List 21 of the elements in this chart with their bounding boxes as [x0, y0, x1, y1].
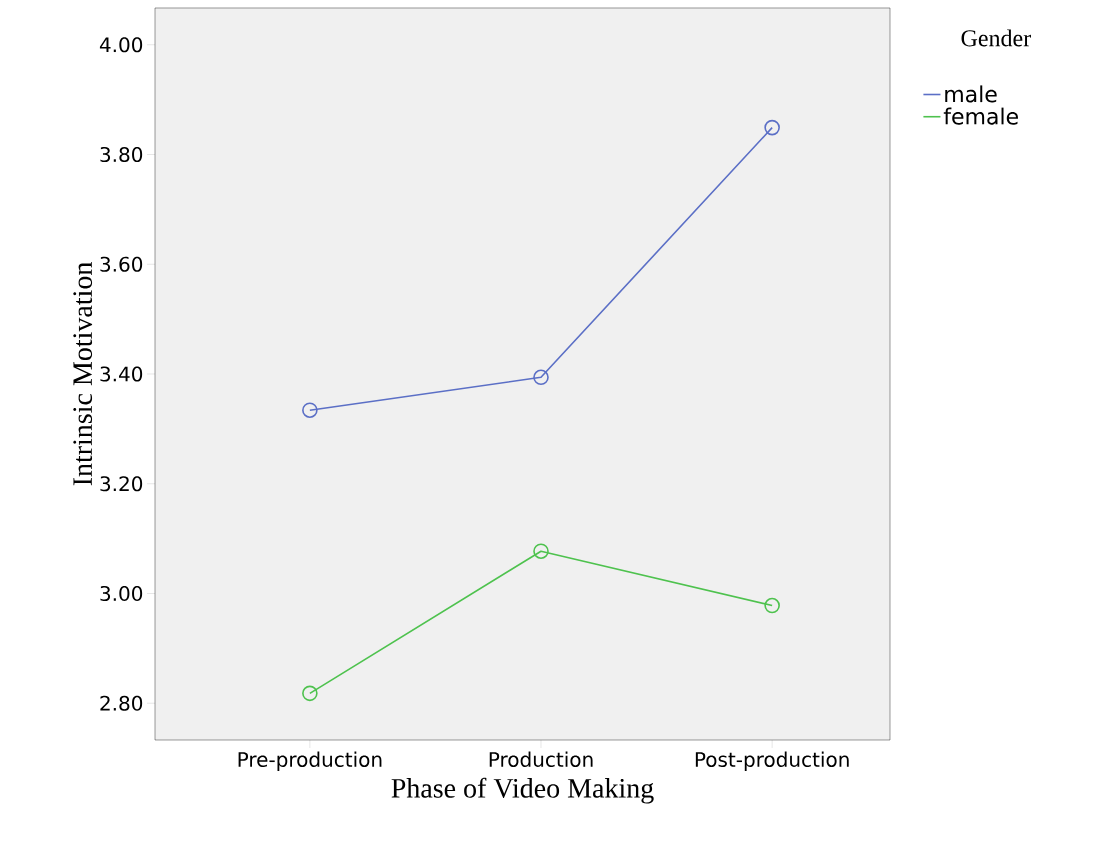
point: [302, 685, 318, 702]
y-tick-label: 3.60: [100, 256, 143, 272]
point: [764, 119, 780, 136]
point: [764, 597, 780, 614]
point: [302, 402, 318, 419]
y-tick-label: 3.40: [100, 366, 143, 382]
y-tick-label: 3.20: [100, 476, 143, 492]
legend-label: male: [945, 85, 997, 103]
x-tick-label: Production: [489, 751, 593, 768]
x-axis-title: Phase of Video Making: [391, 777, 654, 804]
y-tick-label: 4.00: [99, 37, 143, 53]
y-tick-label: 2.80: [100, 695, 143, 711]
point: [533, 369, 549, 386]
point: [533, 543, 549, 560]
legend-title: Gender: [961, 29, 1031, 47]
x-tick-label: Pre-production: [238, 751, 382, 771]
y-axis-title: Intrinsic Motivation: [73, 262, 93, 486]
y-tick-label: 3.80: [100, 146, 143, 163]
y-tick-label: 3.00: [100, 585, 143, 602]
x-tick-label: Post-production: [695, 751, 849, 771]
legend-label: female: [943, 107, 1018, 125]
